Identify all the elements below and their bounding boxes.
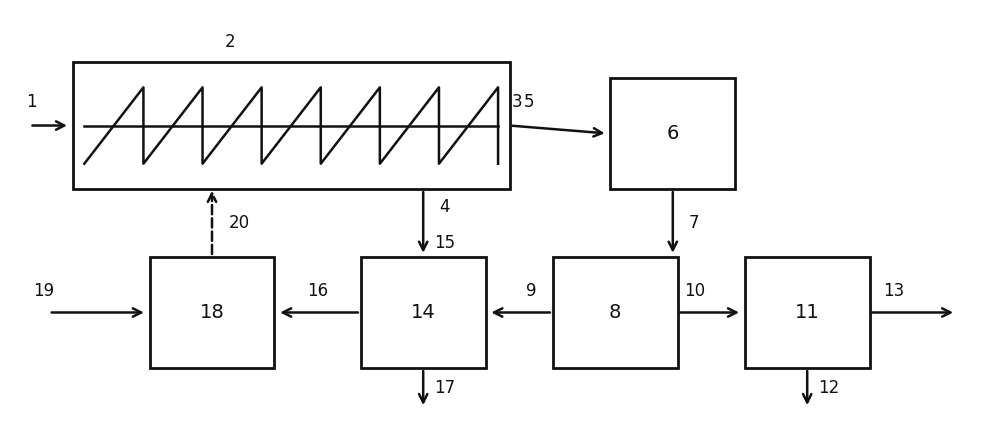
Bar [73,62,510,189]
Text: 11: 11 [795,303,820,322]
Text: 16: 16 [307,282,328,300]
Text: 20: 20 [228,214,249,232]
Bar [361,257,486,368]
Text: 3: 3 [512,93,523,110]
Text: 13: 13 [883,282,904,300]
Text: 6: 6 [667,124,679,143]
Bar [610,78,735,189]
Text: 2: 2 [225,33,235,51]
Text: 18: 18 [200,303,224,322]
Text: 12: 12 [818,379,839,397]
Text: 8: 8 [609,303,621,322]
Text: 9: 9 [526,282,537,300]
Text: 5: 5 [524,93,534,110]
Text: 10: 10 [684,282,705,300]
Bar [745,257,870,368]
Text: 7: 7 [689,214,699,232]
Text: 19: 19 [33,282,55,300]
Text: 14: 14 [411,303,436,322]
Text: 4: 4 [439,198,450,216]
Bar [150,257,274,368]
Bar [553,257,678,368]
Text: 17: 17 [434,379,455,397]
Text: 15: 15 [434,234,455,252]
Text: 1: 1 [26,93,37,110]
